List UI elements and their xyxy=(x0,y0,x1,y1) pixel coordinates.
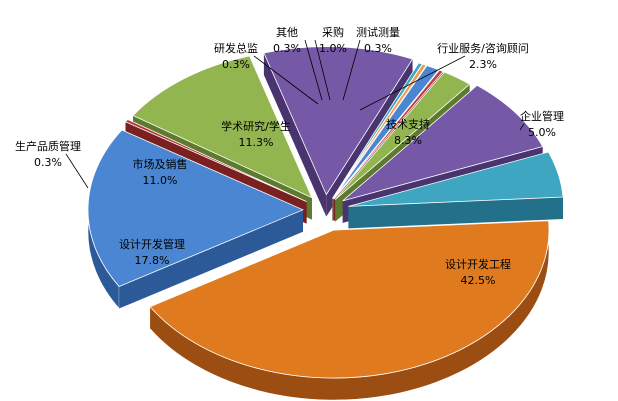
pie-slice xyxy=(342,84,544,202)
leader-line xyxy=(519,123,525,131)
leader-line xyxy=(342,39,361,101)
slice-label-name: 采购 xyxy=(322,25,344,39)
pie-slice-wall xyxy=(263,52,327,217)
slice-label-value: 11.3% xyxy=(239,136,274,149)
slice-label-value: 0.3% xyxy=(222,58,250,71)
leader-line xyxy=(253,55,319,105)
slice-label-value: 2.3% xyxy=(469,58,497,71)
leader-line xyxy=(65,153,89,189)
slice-label-name: 市场及销售 xyxy=(133,157,188,171)
slice-label-value: 8.3% xyxy=(394,134,422,147)
leader-line xyxy=(314,39,331,101)
pie-tops xyxy=(87,46,564,379)
slice-label-value: 0.3% xyxy=(364,42,392,55)
slice-label-value: 5.0% xyxy=(528,126,556,139)
pie-slice-wall xyxy=(119,209,304,309)
pie-slice xyxy=(348,151,564,207)
slice-label-value: 11.0% xyxy=(143,174,178,187)
slice-label-name: 研发总监 xyxy=(214,41,258,55)
slice-label-name: 行业服务/咨询顾问 xyxy=(437,41,529,55)
slice-label-value: 0.3% xyxy=(273,42,301,55)
slice-label-name: 生产品质管理 xyxy=(15,139,81,153)
pie-slice xyxy=(124,118,307,202)
pie-slice xyxy=(263,46,414,196)
slice-label-value: 42.5% xyxy=(461,274,496,287)
pie-slice xyxy=(333,69,444,200)
leader-line xyxy=(359,55,466,111)
pie-slice xyxy=(149,220,550,379)
slice-label-name: 设计开发工程 xyxy=(445,257,511,271)
pie-slice xyxy=(87,129,305,287)
slice-label-value: 1.0% xyxy=(319,42,347,55)
pie-slice-wall xyxy=(348,197,564,229)
slice-label-name: 设计开发管理 xyxy=(119,237,185,251)
pie-labels: 设计开发工程 42.5% 设计开发管理 17.8% 生产品质管理 0.3% 市场及销售 11.… xyxy=(15,25,564,287)
slice-label-name: 测试测量 xyxy=(356,26,400,39)
slice-label-name: 企业管理 xyxy=(520,109,564,123)
slice-label-name: 技术支持 xyxy=(386,117,430,131)
leader-line xyxy=(304,39,323,101)
pie-slice xyxy=(332,63,427,199)
pie-slice xyxy=(334,71,471,200)
slice-label-value: 17.8% xyxy=(135,254,170,267)
slice-label-name: 其他 xyxy=(276,26,298,39)
pie-slice xyxy=(132,55,313,199)
slice-label-name: 学术研究/学生 xyxy=(221,119,291,133)
slice-label-value: 0.3% xyxy=(34,156,62,169)
